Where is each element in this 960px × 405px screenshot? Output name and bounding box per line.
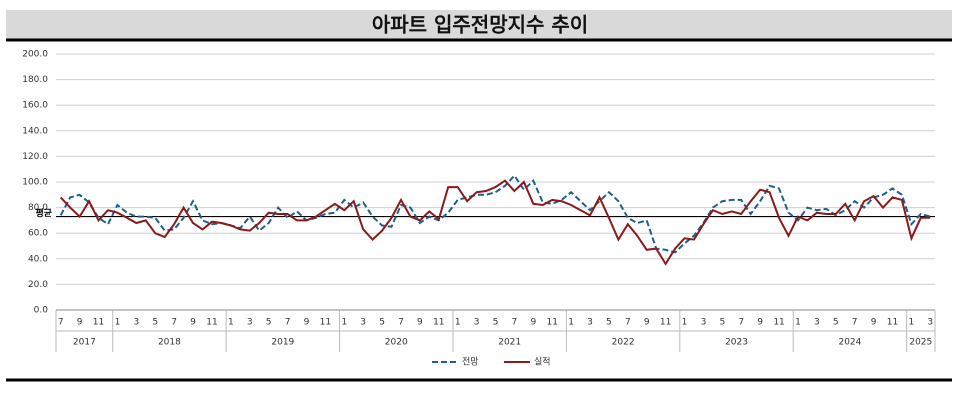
x-tick-label: 3 — [474, 318, 480, 328]
y-tick-label: 0.0 — [34, 306, 49, 316]
y-tick-label: 40.0 — [28, 254, 48, 264]
x-tick-label: 1 — [568, 318, 574, 328]
year-label: 2018 — [158, 338, 181, 348]
y-tick-label: 140.0 — [22, 126, 48, 136]
x-tick-label: 3 — [247, 318, 253, 328]
x-tick-label: 5 — [833, 318, 839, 328]
year-label: 2020 — [385, 338, 408, 348]
x-tick-label: 7 — [285, 318, 291, 328]
year-label: 2025 — [909, 338, 932, 348]
year-label: 2019 — [271, 338, 294, 348]
x-tick-label: 11 — [546, 318, 557, 328]
x-tick-label: 9 — [871, 318, 877, 328]
year-label: 2021 — [498, 338, 521, 348]
x-tick-label: 5 — [606, 318, 612, 328]
series-line — [59, 173, 931, 254]
x-tick-label: 7 — [512, 318, 518, 328]
x-tick-label: 3 — [587, 318, 593, 328]
x-tick-label: 7 — [625, 318, 631, 328]
x-tick-label: 9 — [530, 318, 536, 328]
x-tick-label: 11 — [887, 318, 898, 328]
x-tick-label: 11 — [206, 318, 217, 328]
x-tick-label: 7 — [398, 318, 404, 328]
year-label: 2022 — [612, 338, 635, 348]
x-tick-label: 7 — [58, 318, 64, 328]
x-tick-label: 1 — [455, 318, 461, 328]
x-tick-label: 9 — [304, 318, 310, 328]
y-tick-label: 120.0 — [22, 152, 48, 162]
y-tick-label: 200.0 — [22, 50, 48, 60]
y-tick-label: 100.0 — [22, 178, 48, 188]
x-tick-label: 11 — [433, 318, 444, 328]
x-tick-label: 7 — [738, 318, 744, 328]
x-tick-label: 7 — [852, 318, 858, 328]
x-tick-label: 9 — [417, 318, 423, 328]
x-tick-label: 5 — [266, 318, 272, 328]
x-tick-label: 9 — [77, 318, 83, 328]
series-line — [59, 179, 931, 266]
x-tick-label: 11 — [660, 318, 671, 328]
x-tick-label: 11 — [773, 318, 784, 328]
y-tick-label: 80.0 — [28, 203, 48, 213]
x-tick-label: 1 — [115, 318, 121, 328]
x-tick-label: 1 — [228, 318, 234, 328]
year-label: 2023 — [725, 338, 748, 348]
x-tick-label: 3 — [814, 318, 820, 328]
x-tick-label: 3 — [701, 318, 707, 328]
legend-label: 실적 — [534, 356, 551, 368]
x-tick-label: 5 — [719, 318, 725, 328]
x-tick-label: 5 — [493, 318, 499, 328]
x-tick-label: 1 — [341, 318, 347, 328]
x-tick-label: 9 — [644, 318, 650, 328]
title-bar — [6, 10, 952, 40]
y-tick-label: 160.0 — [22, 101, 48, 111]
reference-label: 평균 — [35, 207, 52, 219]
x-tick-label: 9 — [757, 318, 763, 328]
x-tick-label: 9 — [190, 318, 196, 328]
year-label: 2017 — [73, 338, 96, 348]
x-tick-label: 11 — [320, 318, 331, 328]
x-tick-label: 3 — [927, 318, 933, 328]
x-tick-label: 3 — [360, 318, 366, 328]
x-tick-label: 1 — [909, 318, 915, 328]
y-tick-label: 20.0 — [28, 280, 48, 290]
x-tick-label: 7 — [171, 318, 177, 328]
y-tick-label: 180.0 — [22, 75, 48, 85]
x-tick-label: 3 — [133, 318, 139, 328]
x-tick-label: 1 — [682, 318, 688, 328]
x-tick-label: 1 — [795, 318, 801, 328]
x-tick-label: 5 — [152, 318, 158, 328]
chart-title: 아파트 입주전망지수 추이 — [372, 13, 588, 37]
y-tick-label: 60.0 — [28, 229, 48, 239]
legend-label: 전망 — [462, 357, 479, 368]
x-tick-label: 11 — [93, 318, 104, 328]
x-tick-label: 5 — [379, 318, 385, 328]
year-label: 2024 — [838, 338, 861, 348]
